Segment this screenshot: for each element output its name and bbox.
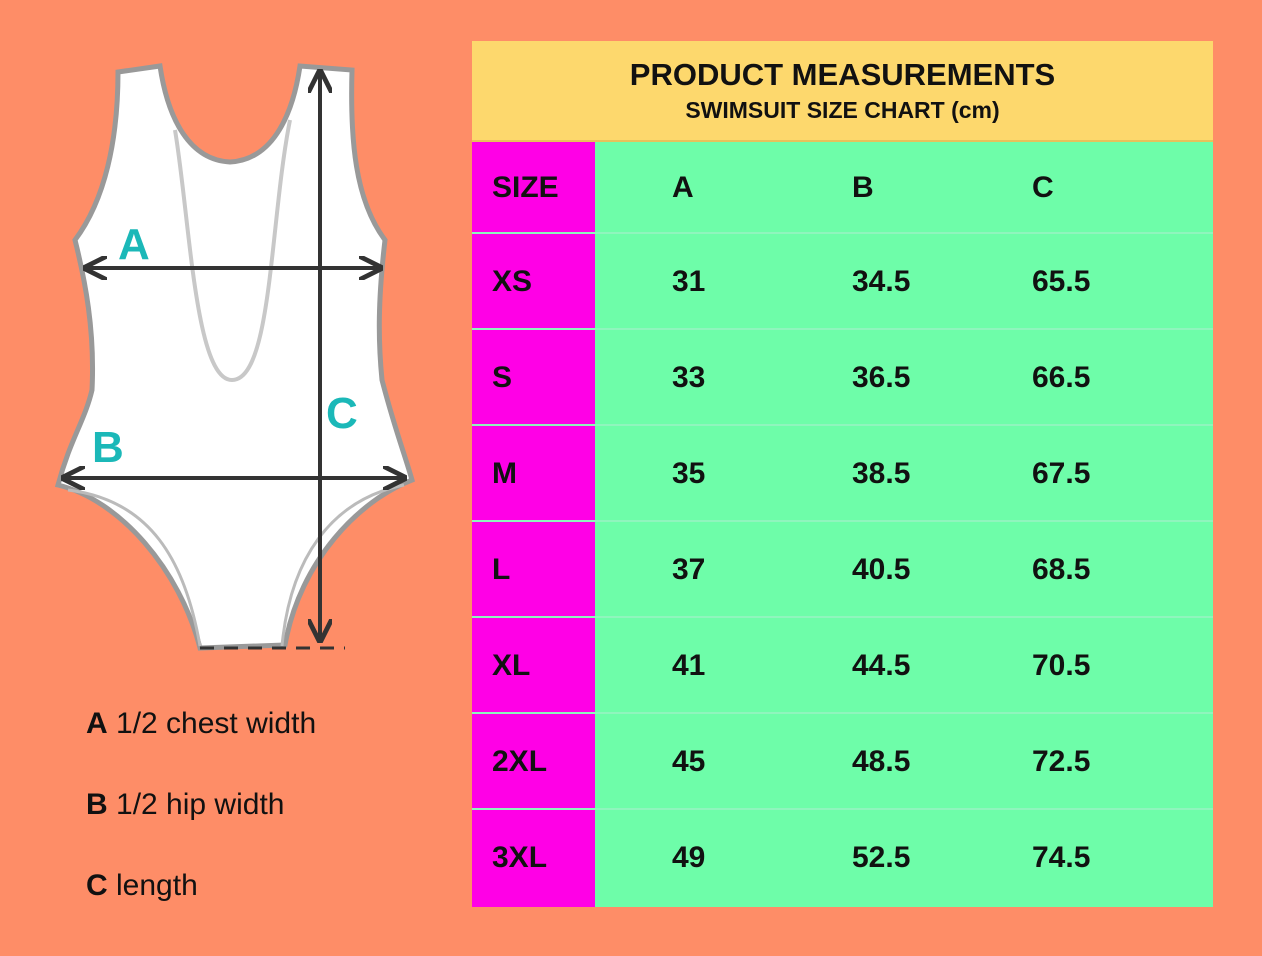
size-cell: M	[492, 457, 517, 490]
size-cell: 3XL	[492, 841, 548, 874]
size-cell: XL	[492, 649, 531, 682]
table-row: XL 41 44.5 70.5	[472, 616, 1213, 712]
diagram-label: B	[92, 423, 124, 472]
size-column	[472, 142, 595, 907]
value-cell: 31	[672, 265, 706, 298]
legend-item: A 1/2 chest width	[86, 707, 316, 741]
value-cell: 40.5	[852, 553, 911, 586]
value-cell: B	[852, 171, 874, 204]
legend-text: 1/2 chest width	[116, 707, 317, 740]
value-cell: 36.5	[852, 361, 911, 394]
value-cell: 37	[672, 553, 706, 586]
value-cell: 72.5	[1032, 745, 1091, 778]
value-cell: 49	[672, 841, 706, 874]
legend-item: C length	[86, 869, 198, 903]
legend-item: B 1/2 hip width	[86, 788, 284, 822]
value-cell: C	[1032, 171, 1054, 204]
size-cell: S	[492, 361, 513, 394]
size-chart: PRODUCT MEASUREMENTS SWIMSUIT SIZE CHART…	[472, 41, 1213, 907]
value-cell: 35	[672, 457, 706, 490]
value-cell: 66.5	[1032, 361, 1091, 394]
value-cell: A	[672, 171, 694, 204]
table-row: 2XL 45 48.5 72.5	[472, 712, 1213, 808]
value-cell: 44.5	[852, 649, 911, 682]
value-cell: 41	[672, 649, 706, 682]
title: PRODUCT MEASUREMENTS	[629, 57, 1056, 92]
chart-header: PRODUCT MEASUREMENTS SWIMSUIT SIZE CHART…	[472, 41, 1213, 142]
size-cell: L	[492, 553, 511, 586]
table-row: XS 31 34.5 65.5	[472, 232, 1213, 328]
legend-letter: B	[86, 788, 108, 821]
table-row: S 33 36.5 66.5	[472, 328, 1213, 424]
legend-text: 1/2 hip width	[116, 788, 285, 821]
value-cell: 52.5	[852, 841, 911, 874]
value-cell: 74.5	[1032, 841, 1091, 874]
size-cell: SIZE	[492, 171, 559, 204]
value-cell: 70.5	[1032, 649, 1091, 682]
diagram-label: A	[118, 220, 150, 269]
swimsuit-diagram: A B C	[54, 63, 416, 651]
value-cell: 48.5	[852, 745, 911, 778]
value-cell: 34.5	[852, 265, 911, 298]
value-cell: 38.5	[852, 457, 911, 490]
legend-text: length	[116, 869, 198, 902]
subtitle: SWIMSUIT SIZE CHART (cm)	[685, 97, 1000, 123]
value-cell: 45	[672, 745, 706, 778]
legend-letter: C	[86, 869, 108, 902]
table-row: L 37 40.5 68.5	[472, 520, 1213, 616]
diagram-label: C	[326, 389, 358, 438]
leg-curve	[67, 488, 202, 647]
legend-letter: A	[86, 707, 108, 740]
swimsuit-outline	[54, 63, 416, 651]
value-cell: 33	[672, 361, 706, 394]
table-row: 3XL 49 52.5 74.5	[472, 808, 1213, 904]
size-cell: 2XL	[492, 745, 548, 778]
table-row: M 35 38.5 67.5	[472, 424, 1213, 520]
header-row: SIZE A B C	[472, 140, 1213, 236]
value-cell: 67.5	[1032, 457, 1091, 490]
value-cell: 68.5	[1032, 553, 1091, 586]
value-cell: 65.5	[1032, 265, 1091, 298]
back-neckline	[173, 119, 292, 383]
size-cell: XS	[492, 265, 533, 298]
